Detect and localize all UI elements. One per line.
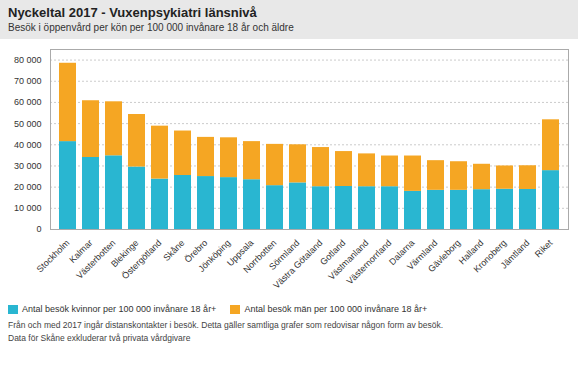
html-text:Besök i öppenvård per kön per: Besök i öppenvård per kön per 100 000 in… — [8, 22, 294, 33]
html-text:Antal besök män per 100 000 in: Antal besök män per 100 000 invånare 18 … — [244, 304, 428, 314]
svg-text:Stockholm: Stockholm — [35, 238, 72, 275]
svg-text:Jämtland: Jämtland — [499, 238, 532, 271]
svg-text:Dalarna: Dalarna — [387, 237, 417, 268]
svg-text:50 000: 50 000 — [14, 118, 42, 128]
svg-text:Örebro: Örebro — [182, 237, 210, 265]
svg-text:Sörmland: Sörmland — [267, 237, 302, 272]
svg-text:Halland: Halland — [456, 237, 486, 267]
html-text:Nyckeltal 2017 - Vuxenpsykiatr: Nyckeltal 2017 - Vuxenpsykiatri länsnivå — [8, 5, 257, 20]
svg-text:Västmanland: Västmanland — [326, 237, 371, 282]
svg-text:Gotland: Gotland — [318, 237, 348, 268]
svg-text:Gävleborg: Gävleborg — [426, 238, 462, 274]
svg-text:30 000: 30 000 — [14, 161, 42, 171]
svg-text:80 000: 80 000 — [14, 55, 42, 65]
html-text:Från och med 2017 ingår distan: Från och med 2017 ingår distanskontakter… — [8, 320, 444, 330]
svg-text:10 000: 10 000 — [14, 203, 42, 213]
html-text:Data för Skåne exkluderar två: Data för Skåne exkluderar två privata vå… — [8, 333, 191, 343]
svg-text:Västerbotten: Västerbotten — [74, 237, 118, 281]
html-text:Antal besök kvinnor per 100 00: Antal besök kvinnor per 100 000 invånare… — [22, 304, 217, 314]
svg-text:Västra Götaland: Västra Götaland — [271, 238, 324, 291]
svg-text:0: 0 — [36, 224, 41, 234]
svg-text:Blekinge: Blekinge — [109, 237, 141, 270]
svg-text:Värmland: Värmland — [405, 237, 440, 272]
svg-text:Östergötland: Östergötland — [120, 238, 164, 282]
svg-text:Kronoberg: Kronoberg — [471, 237, 509, 275]
svg-text:Norrbotten: Norrbotten — [241, 237, 279, 275]
svg-text:Jönköping: Jönköping — [196, 238, 232, 274]
svg-text:Västernorrland: Västernorrland — [345, 238, 394, 287]
svg-text:Skåne: Skåne — [161, 238, 186, 263]
svg-text:40 000: 40 000 — [14, 140, 42, 150]
svg-text:70 000: 70 000 — [14, 76, 42, 86]
svg-text:60 000: 60 000 — [14, 97, 42, 107]
svg-text:Kalmar: Kalmar — [67, 237, 95, 265]
svg-text:Uppsala: Uppsala — [225, 237, 256, 269]
svg-text:Riket: Riket — [533, 237, 555, 259]
svg-text:20 000: 20 000 — [14, 182, 42, 192]
